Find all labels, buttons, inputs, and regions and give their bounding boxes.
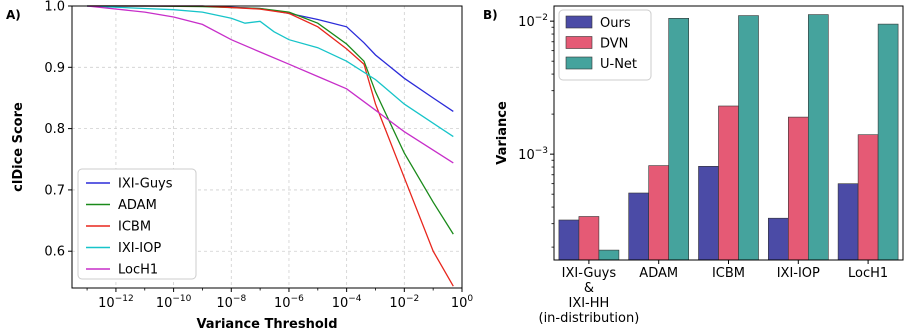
x-category-label: (in-distribution) [539,311,640,326]
x-category-label: IXI-Guys [562,266,617,281]
legend-box [77,168,197,280]
x-tick-label: 10−2 [389,294,419,311]
x-tick-label: 10−12 [98,294,134,311]
x-category-label: LocH1 [848,266,888,281]
legend-label: ADAM [118,198,157,213]
y-tick-label: 0.7 [44,183,65,198]
x-tick-label: 10−8 [216,294,246,311]
x-category-label: IXI-HH [568,296,609,311]
legend-label: U-Net [600,57,637,72]
bar-u-net [877,23,899,261]
x-category-label: ICBM [712,266,745,281]
y-tick-label: 1.0 [44,0,65,15]
legend-swatch-u-net [565,56,593,70]
legend-label: LocH1 [118,263,158,278]
y-tick-label: 10−2 [518,13,548,30]
series-line-loch1 [87,5,454,164]
y-axis-label: Variance [495,101,510,165]
x-tick-label: 100 [451,294,474,311]
bar-u-net [807,14,829,261]
bar-ours [698,166,719,261]
x-tick-label: 10−4 [332,294,362,311]
x-category-label: ADAM [639,266,678,281]
bar-dvn [578,216,600,261]
panel-b-bar-chart: B) 10−3 10−2 IXI-Guys&IXI-HH(in-distributio… [483,5,904,326]
x-tick-label: 10−10 [156,294,192,311]
bar-ours [767,217,789,261]
y-tick-label: 0.8 [44,122,65,137]
x-tick-label: 10−6 [274,294,304,311]
bar-u-net [738,15,759,261]
legend-label: IXI-IOP [118,241,161,256]
y-tick-label: 0.6 [44,245,65,260]
legend-label: DVN [600,37,628,52]
legend-label: IXI-Guys [118,177,173,192]
legend: Ours DVN U-Net [558,9,652,81]
panel-b-label: B) [483,8,498,22]
bar-dvn [648,165,670,261]
legend-label: Ours [600,16,631,31]
y-axis-label: clDice Score [11,102,26,192]
bar-dvn [787,116,809,261]
bar-u-net [668,17,690,261]
x-category-label: & [584,281,594,296]
bar-ours [628,192,650,261]
legend-swatch-dvn [565,36,593,49]
bar-dvn [857,134,879,261]
panel-a-line-chart: A) 10−12 10−10 10−8 10−6 10−4 10−2 100 0.6 0.7 0.8… [6,0,473,331]
bar-ours [837,183,859,261]
bar-ours [558,219,580,261]
panel-a-label: A) [6,8,21,22]
series-line-ixi-guys [87,5,454,112]
x-category-label: IXI-IOP [777,266,820,281]
y-tick-label: 0.9 [44,61,65,76]
plot-frame [71,5,463,289]
legend: IXI-Guys ADAM ICBM IXI-IOP LocH1 [77,168,197,280]
x-axis-label: Variance Threshold [196,317,337,331]
legend-label: ICBM [118,220,151,235]
bar-dvn [718,105,739,261]
series-line-ixi-iop [87,5,454,138]
legend-swatch-ours [565,15,593,29]
y-tick-label: 10−3 [518,146,548,163]
bar-u-net [598,249,620,261]
